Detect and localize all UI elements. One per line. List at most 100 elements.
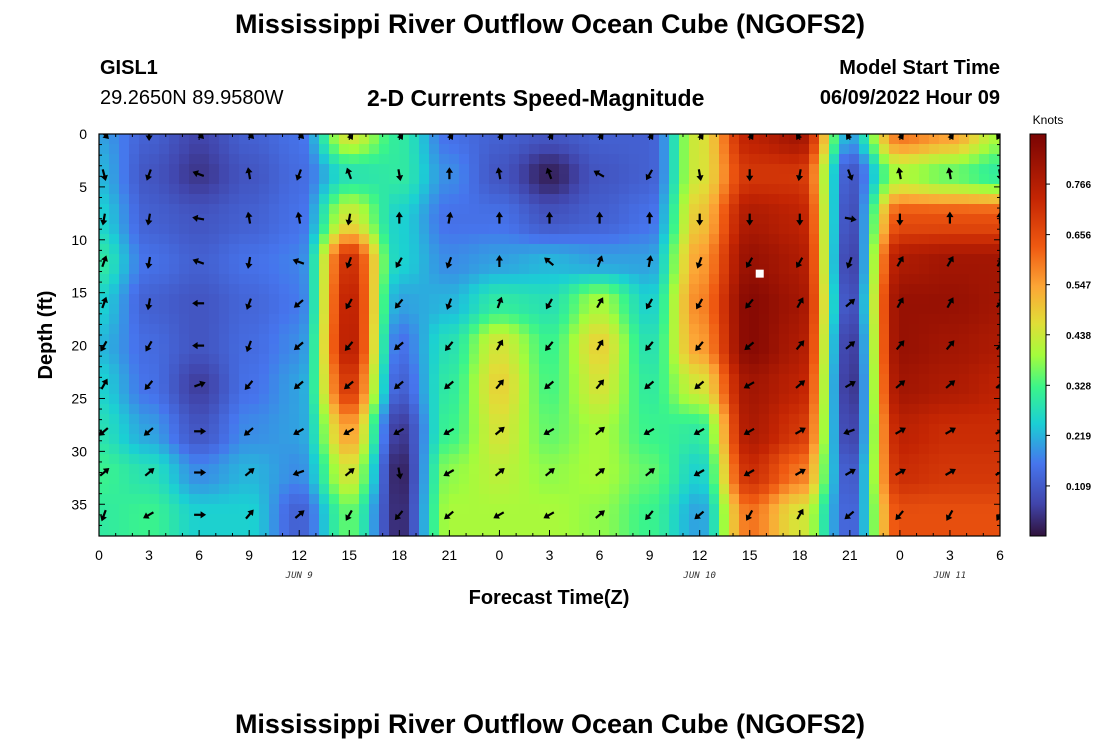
heatmap-cell — [589, 274, 600, 285]
heatmap-cell — [909, 244, 920, 255]
heatmap-cell — [369, 194, 380, 205]
heatmap-cell — [509, 214, 520, 225]
heatmap-cell — [269, 394, 280, 405]
heatmap-cell — [99, 364, 110, 375]
heatmap-cell — [469, 224, 480, 235]
heatmap-cell — [359, 484, 370, 495]
heatmap-cell — [699, 384, 710, 395]
heatmap-cell — [439, 454, 450, 465]
heatmap-cell — [239, 434, 250, 445]
arrow-head — [443, 470, 450, 477]
heatmap-cell — [699, 234, 710, 245]
heatmap-cell — [899, 404, 910, 415]
heatmap-cell — [529, 254, 540, 265]
heatmap-cell — [719, 184, 730, 195]
heatmap-cell — [689, 364, 700, 375]
heatmap-cell — [419, 144, 430, 155]
heatmap-cell — [679, 354, 690, 365]
heatmap-cell — [539, 454, 550, 465]
heatmap-cell — [839, 284, 850, 295]
heatmap-cell — [819, 234, 830, 245]
heatmap-cell — [749, 204, 760, 215]
heatmap-cell — [429, 294, 440, 305]
heatmap-cell — [979, 234, 990, 245]
heatmap-cell — [839, 364, 850, 375]
heatmap-cell — [339, 514, 350, 525]
heatmap-cell — [339, 434, 350, 445]
heatmap-cell — [369, 264, 380, 275]
heatmap-cell — [989, 374, 1000, 385]
heatmap-cell — [549, 184, 560, 195]
heatmap-cell — [839, 414, 850, 425]
heatmap-cell — [259, 194, 270, 205]
heatmap-cell — [189, 204, 200, 215]
heatmap-cell — [659, 374, 670, 385]
heatmap-cell — [629, 224, 640, 235]
heatmap-cell — [649, 294, 660, 305]
heatmap-cell — [359, 434, 370, 445]
heatmap-cell — [269, 254, 280, 265]
heatmap-cell — [809, 504, 820, 515]
heatmap-cell — [499, 514, 510, 525]
heatmap-cell — [539, 504, 550, 515]
heatmap-cell — [669, 344, 680, 355]
heatmap-cell — [819, 284, 830, 295]
heatmap-cell — [979, 434, 990, 445]
heatmap-cell — [619, 354, 630, 365]
heatmap-cell — [129, 234, 140, 245]
heatmap-cell — [379, 274, 390, 285]
heatmap-cell — [249, 284, 260, 295]
heatmap-cell — [719, 394, 730, 405]
heatmap-cell — [649, 364, 660, 375]
heatmap-cell — [369, 324, 380, 335]
heatmap-cell — [639, 224, 650, 235]
heatmap-cell — [659, 494, 670, 505]
heatmap-cell — [839, 514, 850, 525]
heatmap-cell — [649, 344, 660, 355]
heatmap-cell — [949, 214, 960, 225]
y-tick-label: 10 — [71, 232, 87, 248]
arrow-head — [797, 508, 804, 516]
heatmap-cell — [429, 244, 440, 255]
heatmap-cell — [199, 404, 210, 415]
heatmap-cell — [639, 404, 650, 415]
heatmap-cell — [869, 274, 880, 285]
heatmap-cell — [169, 484, 180, 495]
heatmap-cell — [299, 324, 310, 335]
heatmap-cell — [129, 264, 140, 275]
heatmap-cell — [849, 304, 860, 315]
heatmap-cell — [669, 444, 680, 455]
heatmap-cell — [259, 414, 270, 425]
heatmap-cell — [189, 454, 200, 465]
heatmap-cell — [479, 324, 490, 335]
heatmap-cell — [609, 294, 620, 305]
heatmap-cell — [799, 324, 810, 335]
heatmap-cell — [579, 324, 590, 335]
heatmap-cell — [499, 524, 510, 535]
heatmap-cell — [729, 494, 740, 505]
heatmap-cell — [539, 534, 550, 536]
heatmap-cell — [129, 334, 140, 345]
heatmap-cell — [709, 524, 720, 535]
heatmap-cell — [789, 494, 800, 505]
heatmap-cell — [709, 364, 720, 375]
heatmap-cell — [859, 234, 870, 245]
heatmap-cell — [899, 164, 910, 175]
heatmap-cell — [579, 424, 590, 435]
arrow-head — [245, 303, 253, 310]
heatmap-cell — [429, 454, 440, 465]
heatmap-cell — [849, 344, 860, 355]
heatmap-cell — [749, 164, 760, 175]
heatmap-cell — [149, 454, 160, 465]
heatmap-cell — [809, 404, 820, 415]
heatmap-cell — [829, 294, 840, 305]
heatmap-cell — [879, 184, 890, 195]
heatmap-cell — [199, 424, 210, 435]
heatmap-cell — [649, 514, 660, 525]
heatmap-cell — [449, 494, 460, 505]
heatmap-cell — [679, 164, 690, 175]
heatmap-cell — [589, 294, 600, 305]
heatmap-cell — [789, 374, 800, 385]
heatmap-cell — [869, 224, 880, 235]
arrow-head — [745, 302, 752, 309]
